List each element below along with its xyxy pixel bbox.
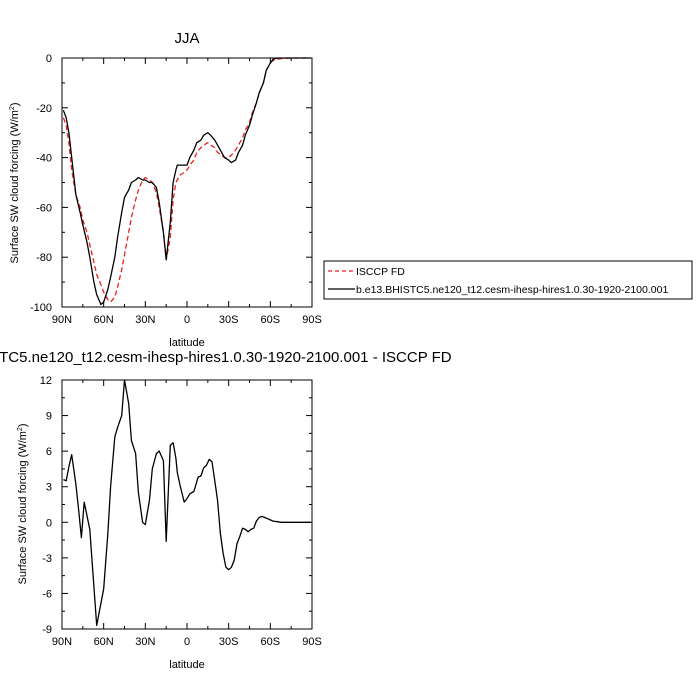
top-series-line-0 (62, 57, 311, 303)
legend-label-model: b.e13.BHISTC5.ne120_t12.cesm-ihesp-hires… (356, 284, 668, 296)
bottom-y-tick-label: 0 (46, 517, 52, 529)
bottom-x-tick-label: 0 (184, 636, 190, 648)
legend-box (323, 260, 693, 300)
top-y-tick-label: -60 (36, 202, 52, 214)
bottom-y-axis-label-sup: 2 (17, 427, 24, 431)
bottom-plot-frame (61, 379, 313, 630)
bottom-y-tick-label: 3 (46, 482, 52, 494)
top-y-tick-label: 0 (46, 53, 52, 65)
bottom-y-axis-label-main: Surface SW cloud forcing (W/m (17, 431, 29, 584)
bottom-y-tick-label: -3 (42, 553, 52, 565)
bottom-x-axis-label: latitude (169, 659, 204, 671)
top-x-tick-label: 60S (261, 314, 281, 326)
top-y-tick-label: -80 (36, 252, 52, 264)
top-chart: 90N 60N 30N 0 30S 60S 90S 0 -20 -40 -60 -80 -100 (30, 53, 322, 326)
bottom-y-tick-label: -6 (42, 588, 52, 600)
bottom-x-tick-label: 60N (94, 636, 114, 648)
top-x-tick-label: 90N (52, 314, 72, 326)
bottom-x-tick-label: 90N (52, 636, 72, 648)
bottom-y-axis-label: Surface SW cloud forcing (W/m2) (17, 423, 29, 584)
bottom-y-tick-label: 9 (46, 411, 52, 423)
top-y-axis-label-main: Surface SW cloud forcing (W/m (9, 110, 21, 263)
top-y-tick-label: -100 (30, 302, 52, 314)
bottom-x-tick-label: 90S (302, 636, 322, 648)
top-y-tick-label: -40 (36, 153, 52, 165)
bottom-y-tick-label: 6 (46, 446, 52, 458)
bottom-y-axis-label-close: ) (17, 423, 29, 427)
top-x-tick-label: 30N (135, 314, 155, 326)
top-y-axis-label-sup: 2 (9, 106, 16, 110)
legend-label-isccp: ISCCP FD (356, 266, 405, 278)
top-x-tick-label: 0 (184, 314, 190, 326)
top-y-axis-label-close: ) (9, 102, 21, 106)
top-x-tick-label: 90S (302, 314, 322, 326)
top-chart-title: JJA (174, 30, 199, 47)
bottom-series-line-0 (63, 379, 311, 627)
top-y-axis-label: Surface SW cloud forcing (W/m2) (9, 102, 21, 263)
top-y-tick-label: -20 (36, 103, 52, 115)
bottom-x-tick-label: 60S (261, 636, 281, 648)
bottom-chart-title: b.e13.BHISTC5.ne120_t12.cesm-ihesp-hires… (0, 349, 452, 366)
top-series-line-1 (62, 57, 311, 306)
top-x-tick-label: 60N (94, 314, 114, 326)
top-plot-frame (61, 57, 313, 308)
bottom-y-tick-label: -9 (42, 624, 52, 636)
bottom-x-tick-label: 30S (219, 636, 239, 648)
bottom-x-tick-label: 30N (135, 636, 155, 648)
bottom-chart: 90N 60N 30N 0 30S 60S 90S 12 9 6 3 0 -3 -6 -9 (40, 375, 322, 648)
legend: ISCCP FD b.e13.BHISTC5.ne120_t12.cesm-ih… (323, 260, 693, 300)
bottom-y-tick-label: 12 (40, 375, 52, 387)
top-x-tick-label: 30S (219, 314, 239, 326)
top-x-axis-label: latitude (169, 337, 204, 349)
